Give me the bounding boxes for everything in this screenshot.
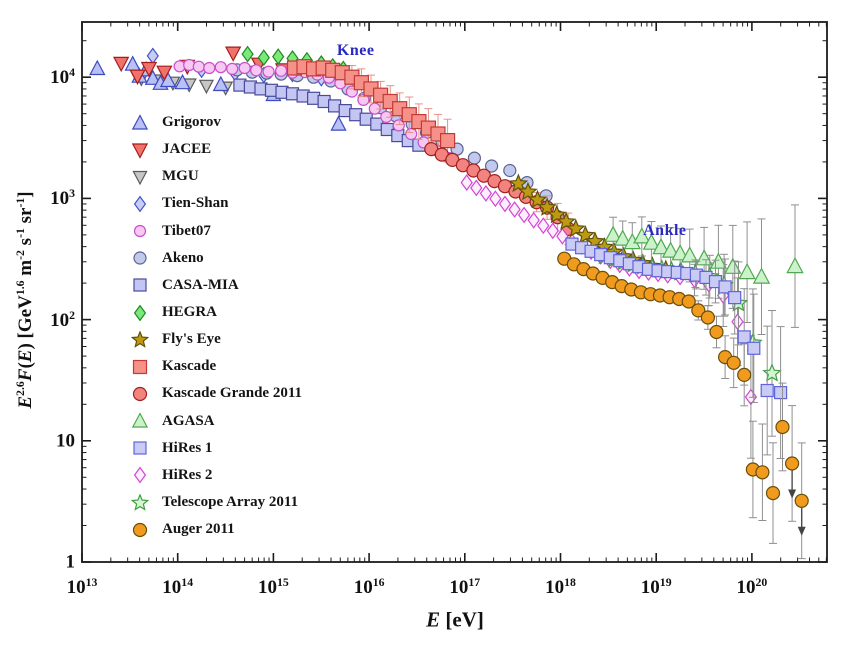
grigorov-marker-icon <box>131 113 149 130</box>
legend-item-jacee: JACEE <box>131 136 302 163</box>
auger-marker-icon <box>132 522 148 537</box>
y-axis-label: E2.6F(E) [GeV1.6 m-2 s-1 sr-1] <box>13 191 37 409</box>
legend-item-flys-eye: Fly's Eye <box>131 326 302 353</box>
annotation-knee: Knee <box>336 41 375 59</box>
legend-label: Auger 2011 <box>162 521 235 538</box>
akeno-marker-icon <box>133 251 147 265</box>
x-tick-label: 1017 <box>449 575 481 599</box>
x-tick-label: 1016 <box>353 575 385 599</box>
legend-item-grigorov: Grigorov <box>131 109 302 136</box>
kascade-grande-marker-icon <box>132 386 148 402</box>
tibet07-marker-icon <box>133 225 147 238</box>
kascade-marker-icon <box>132 359 148 374</box>
legend-item-telescope-array: Telescope Array 2011 <box>131 489 302 516</box>
legend-label: HiRes 2 <box>162 466 213 483</box>
x-tick-label: 1015 <box>258 575 289 599</box>
legend-label: Tien-Shan <box>162 195 229 212</box>
legend-label: Akeno <box>162 249 204 266</box>
x-tick-label: 1014 <box>162 575 194 599</box>
x-tick-label: 1013 <box>66 575 98 599</box>
legend-label: AGASA <box>162 412 215 429</box>
hires1-marker-icon <box>133 441 147 455</box>
legend-item-agasa: AGASA <box>131 408 302 435</box>
series-hires1 <box>565 237 788 459</box>
x-tick-label: 1018 <box>545 575 576 599</box>
legend-item-hires2: HiRes 2 <box>131 462 302 489</box>
tien-shan-marker-icon <box>133 195 147 213</box>
jacee-marker-icon <box>131 143 149 159</box>
y-tick-label: 10 <box>56 430 75 452</box>
legend-label: JACEE <box>162 141 212 158</box>
annotation-ankle: Ankle <box>643 221 687 239</box>
legend-item-auger: Auger 2011 <box>131 516 302 543</box>
telescope-array-marker-icon <box>131 493 149 511</box>
legend: Grigorov JACEE MGU Tien-Shan Tibet07 Ake… <box>131 109 302 543</box>
legend-item-hires1: HiRes 1 <box>131 435 302 462</box>
legend-item-tibet07: Tibet07 <box>131 218 302 245</box>
y-tick-label: 1 <box>65 551 76 573</box>
series-agasa <box>604 204 804 335</box>
legend-label: HEGRA <box>162 304 218 321</box>
y-tick-label: 103 <box>50 187 75 210</box>
legend-item-hegra: HEGRA <box>131 299 302 326</box>
legend-item-tien-shan: Tien-Shan <box>131 190 302 217</box>
hires2-marker-icon <box>133 466 147 484</box>
legend-item-mgu: MGU <box>131 163 302 190</box>
legend-label: Kascade Grande 2011 <box>162 385 303 402</box>
legend-label: Tibet07 <box>162 222 211 239</box>
mgu-marker-icon <box>132 170 148 186</box>
legend-label: Fly's Eye <box>162 331 221 348</box>
flys-eye-marker-icon <box>131 330 149 348</box>
legend-label: Grigorov <box>162 114 221 131</box>
y-tick-label: 104 <box>50 66 75 89</box>
x-tick-label: 1019 <box>640 575 672 599</box>
legend-item-kascade: Kascade <box>131 353 302 380</box>
legend-item-casa-mia: CASA-MIA <box>131 272 302 299</box>
y-tick-label: 102 <box>50 308 75 331</box>
casa-mia-marker-icon <box>133 278 147 293</box>
legend-label: CASA-MIA <box>162 276 239 293</box>
x-tick-label: 1020 <box>736 575 768 599</box>
legend-label: MGU <box>162 168 199 185</box>
series-kascade <box>286 59 456 163</box>
legend-item-kascade-grande: Kascade Grande 2011 <box>131 380 302 407</box>
legend-label: HiRes 1 <box>162 439 213 456</box>
hegra-marker-icon <box>133 304 147 321</box>
series-auger <box>557 251 809 560</box>
legend-item-akeno: Akeno <box>131 245 302 272</box>
legend-label: Kascade <box>162 358 217 375</box>
agasa-marker-icon <box>131 412 149 428</box>
legend-label: Telescope Array 2011 <box>162 494 299 511</box>
x-axis-label: E [eV] <box>426 607 484 632</box>
plot-frame <box>81 21 828 563</box>
